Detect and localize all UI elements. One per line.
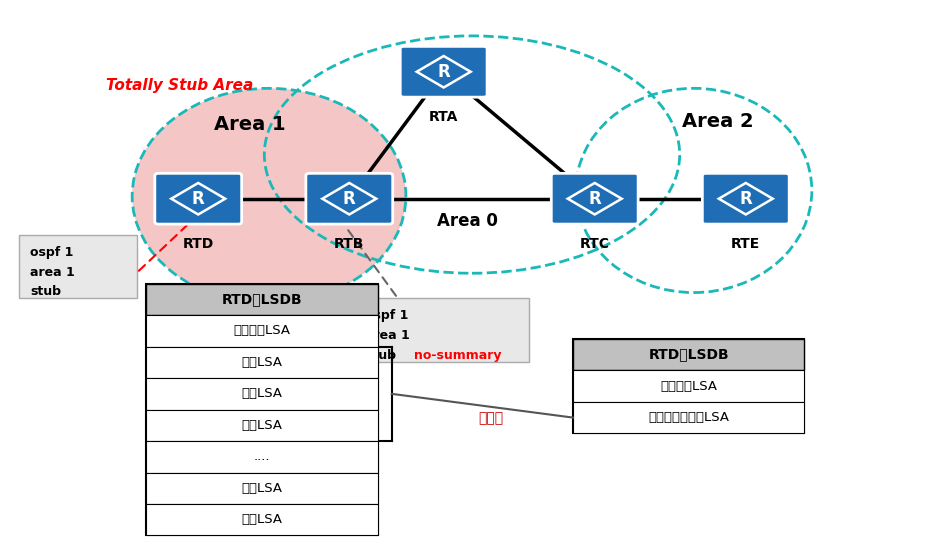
- FancyBboxPatch shape: [146, 410, 378, 441]
- Text: area 1: area 1: [365, 329, 410, 342]
- Text: RTD的LSDB: RTD的LSDB: [649, 348, 729, 362]
- FancyBboxPatch shape: [573, 370, 804, 402]
- FancyBboxPatch shape: [146, 347, 378, 378]
- Text: Area 1: Area 1: [214, 115, 286, 134]
- Text: ....: ....: [254, 450, 270, 463]
- FancyBboxPatch shape: [573, 339, 804, 370]
- FancyBboxPatch shape: [354, 298, 529, 362]
- FancyBboxPatch shape: [146, 504, 378, 535]
- FancyBboxPatch shape: [146, 378, 378, 410]
- Text: 五类LSA: 五类LSA: [242, 388, 282, 400]
- Text: stub: stub: [365, 349, 400, 362]
- Text: 三类LSA: 三类LSA: [242, 356, 282, 369]
- FancyBboxPatch shape: [551, 173, 638, 224]
- Text: 四类LSA: 四类LSA: [242, 419, 282, 432]
- Text: Totally Stub Area: Totally Stub Area: [106, 78, 253, 93]
- FancyBboxPatch shape: [146, 315, 378, 347]
- FancyBboxPatch shape: [155, 173, 242, 224]
- Text: ospf 1: ospf 1: [30, 246, 74, 259]
- FancyBboxPatch shape: [573, 339, 804, 433]
- FancyBboxPatch shape: [146, 284, 378, 315]
- Text: ospf 1: ospf 1: [365, 309, 409, 322]
- FancyBboxPatch shape: [573, 402, 804, 433]
- Text: 四类LSA: 四类LSA: [242, 513, 282, 526]
- Text: R: R: [739, 190, 752, 208]
- FancyBboxPatch shape: [306, 173, 393, 224]
- Text: RTD: RTD: [182, 237, 214, 251]
- Text: 一条缺省的三类LSA: 一条缺省的三类LSA: [649, 411, 729, 424]
- Text: 一、二类LSA: 一、二类LSA: [233, 325, 291, 337]
- Text: Area 2: Area 2: [682, 112, 753, 131]
- Text: RTC: RTC: [580, 237, 610, 251]
- FancyBboxPatch shape: [146, 441, 378, 473]
- Text: 五类LSA: 五类LSA: [242, 482, 282, 495]
- FancyBboxPatch shape: [19, 235, 137, 298]
- FancyBboxPatch shape: [702, 173, 789, 224]
- Text: area 1: area 1: [30, 266, 75, 279]
- Text: Area 0: Area 0: [437, 212, 497, 230]
- Text: 一、二类LSA: 一、二类LSA: [660, 380, 717, 392]
- Ellipse shape: [132, 88, 406, 304]
- FancyBboxPatch shape: [400, 46, 487, 97]
- Text: RTB: RTB: [334, 237, 364, 251]
- Text: RTD的LSDB: RTD的LSDB: [222, 293, 302, 306]
- Text: R: R: [588, 190, 601, 208]
- Text: stub: stub: [30, 285, 61, 299]
- FancyBboxPatch shape: [146, 473, 378, 504]
- Text: no-summary: no-summary: [414, 349, 502, 362]
- Text: 仅存在: 仅存在: [478, 411, 503, 426]
- Text: R: R: [437, 63, 450, 81]
- Text: R: R: [192, 190, 205, 208]
- Text: RTE: RTE: [732, 237, 760, 251]
- FancyBboxPatch shape: [146, 284, 378, 535]
- Text: RTA: RTA: [429, 110, 459, 124]
- Text: R: R: [343, 190, 356, 208]
